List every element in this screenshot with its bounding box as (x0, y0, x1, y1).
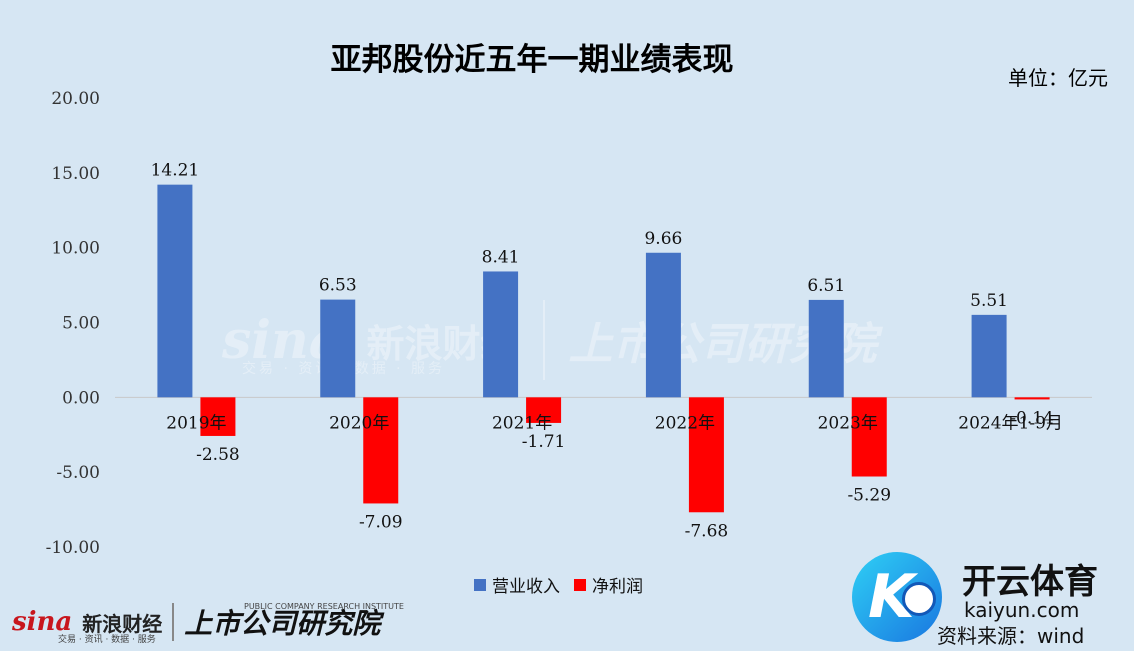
watermark-divider (542, 300, 545, 380)
sina-brand-name: 新浪财经 (82, 611, 163, 636)
kaiyun-badge-icon: K (852, 552, 942, 642)
bar-revenue (483, 271, 519, 398)
bar-revenue (971, 314, 1007, 398)
bar-revenue (808, 299, 844, 398)
data-label-profit: -7.68 (685, 521, 729, 541)
legend-item-revenue: 营业收入 (474, 572, 560, 597)
bar-revenue (157, 184, 193, 398)
legend-label-profit: 净利润 (592, 577, 643, 597)
legend-label-revenue: 营业收入 (492, 577, 560, 597)
unit-label: 单位：亿元 (1008, 66, 1108, 90)
data-label-revenue: 6.53 (319, 276, 357, 296)
y-tick-label: 0.00 (62, 388, 100, 408)
source-note: 资料来源：wind (937, 624, 1085, 648)
data-label-profit: -5.29 (847, 486, 891, 506)
kaiyun-domain: kaiyun.com (964, 598, 1080, 622)
y-tick-label: 15.00 (51, 164, 100, 184)
y-tick-label: -5.00 (56, 463, 100, 483)
kaiyun-logo: K 开云体育 kaiyun.com (852, 552, 1122, 642)
chart-title: 亚邦股份近五年一期业绩表现 (330, 42, 734, 78)
logo-divider (172, 603, 175, 641)
bar-profit (363, 397, 399, 504)
institute-name: 上市公司研究院 (184, 607, 381, 640)
x-tick-label: 2021年 (492, 413, 552, 433)
data-label-revenue: 8.41 (482, 247, 520, 267)
data-label-profit: -2.58 (196, 445, 240, 465)
legend-swatch-revenue (474, 578, 486, 591)
legend: 营业收入 净利润 (474, 572, 643, 597)
data-label-profit: -0.14 (1010, 408, 1054, 428)
kaiyun-name: 开云体育 (962, 562, 1098, 602)
x-tick-label: 2023年 (818, 413, 878, 433)
bar-profit (688, 397, 724, 513)
data-label-revenue: 9.66 (644, 229, 682, 249)
y-tick-label: 5.00 (62, 314, 100, 334)
sina-brand-sub: 交易 · 资讯 · 数据 · 服务 (58, 635, 156, 645)
x-tick-label: 2024年1-9月 (958, 413, 1063, 433)
x-tick-label: 2020年 (329, 413, 389, 433)
y-tick-label: -10.00 (46, 538, 100, 558)
x-tick-label: 2019年 (166, 413, 226, 433)
bar-profit (1014, 397, 1050, 400)
data-label-revenue: 14.21 (151, 161, 200, 181)
data-label-profit: -7.09 (359, 512, 403, 532)
x-tick-label: 2022年 (655, 413, 715, 433)
bar-revenue (645, 252, 681, 398)
bar-profit (526, 397, 562, 423)
y-tick-label: 10.00 (51, 239, 100, 259)
legend-item-profit: 净利润 (574, 572, 643, 597)
institute-sub: PUBLIC COMPANY RESEARCH INSTITUTE (244, 602, 404, 611)
y-tick-label: 20.00 (51, 89, 100, 109)
sina-mark: sina (12, 607, 73, 637)
legend-swatch-profit (574, 578, 586, 591)
bar-revenue (320, 299, 356, 398)
data-label-revenue: 5.51 (970, 291, 1008, 311)
bar-profit (851, 397, 887, 477)
sina-finance-logo: sina 新浪财经 交易 · 资讯 · 数据 · 服务 上市公司研究院 PUBL… (12, 602, 404, 645)
bar-profit (200, 397, 236, 436)
data-label-profit: -1.71 (522, 432, 566, 452)
data-label-revenue: 6.51 (807, 276, 845, 296)
soccer-ball-icon (902, 582, 936, 616)
